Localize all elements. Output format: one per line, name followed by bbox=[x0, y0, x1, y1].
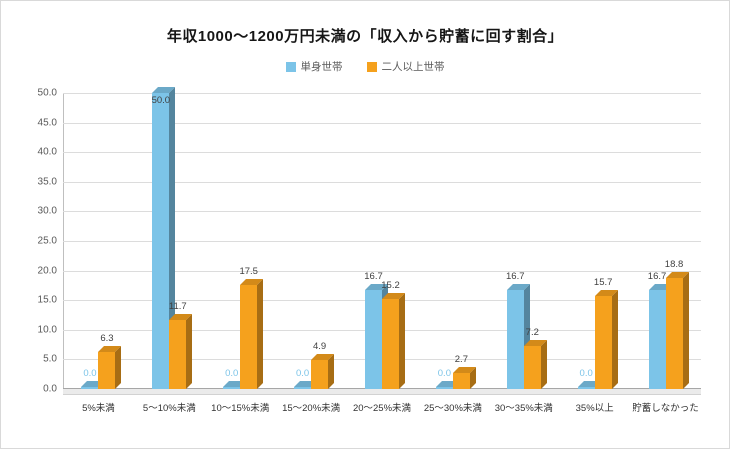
bar-value-label: 18.8 bbox=[664, 258, 684, 270]
bar-value-label: 6.3 bbox=[100, 332, 114, 344]
legend-item: 単身世帯 bbox=[285, 59, 343, 74]
bar-value-label: 7.2 bbox=[525, 327, 539, 339]
bar-value-label: 50.0 bbox=[151, 95, 171, 106]
bar bbox=[452, 367, 476, 389]
bar-side-face bbox=[611, 290, 618, 389]
bar-side-face bbox=[115, 345, 122, 389]
bar bbox=[506, 284, 530, 389]
bar-value-label: 0.0 bbox=[225, 368, 239, 379]
legend-swatch bbox=[285, 61, 296, 72]
y-tick-label: 0.0 bbox=[43, 383, 57, 395]
bar-value-label: 16.7 bbox=[647, 271, 667, 283]
bar-value-label: 0.0 bbox=[437, 368, 451, 379]
bar-value-label: 16.7 bbox=[364, 271, 383, 283]
bar-value-label: 16.7 bbox=[506, 271, 525, 283]
bar bbox=[81, 381, 105, 389]
bar-side-face bbox=[399, 293, 405, 389]
bar bbox=[311, 354, 335, 389]
bar bbox=[152, 87, 176, 389]
x-category-label: 貯蓄しなかった bbox=[632, 403, 699, 414]
legend-swatch bbox=[366, 61, 377, 72]
x-category-label: 25〜30%未満 bbox=[423, 403, 482, 414]
bar-side-face bbox=[540, 340, 547, 389]
bar bbox=[665, 271, 689, 389]
gridline bbox=[63, 270, 701, 272]
bar bbox=[648, 284, 672, 389]
bar-side-face bbox=[257, 279, 264, 389]
y-tick-label: 50.0 bbox=[37, 87, 57, 99]
x-category-label: 30〜35%未満 bbox=[494, 403, 553, 414]
y-tick-label: 30.0 bbox=[37, 205, 57, 217]
gridline bbox=[63, 93, 701, 94]
bar bbox=[594, 290, 618, 389]
bar-value-label: 11.7 bbox=[168, 300, 187, 312]
bar-side-face bbox=[328, 354, 335, 389]
bar bbox=[169, 313, 193, 389]
bar-value-label: 15.7 bbox=[593, 277, 613, 289]
legend-item: 二人以上世帯 bbox=[366, 59, 445, 74]
plot-area: 0.0 6.3 50.0 11.7 0.0 17.5 0.0 4.9 16.7 15.2 0.0 2.… bbox=[63, 87, 701, 395]
y-axis-labels: 0.0 5.0 10.0 15.0 20.0 25.0 30.0 35.0 40.0 45.0 50… bbox=[15, 88, 57, 395]
chart-title: 年収1000〜1200万円未満の「収入から貯蓄に回す割合」 bbox=[166, 28, 564, 45]
bar-value-label: 0.0 bbox=[83, 368, 97, 379]
bar-side-face bbox=[186, 313, 193, 389]
legend-label: 二人以上世帯 bbox=[381, 61, 445, 73]
bar-value-label: 2.7 bbox=[454, 354, 468, 366]
bar bbox=[523, 340, 547, 389]
bar-value-label: 15.2 bbox=[381, 280, 400, 292]
bar-value-label: 0.0 bbox=[296, 368, 310, 379]
x-category-label: 15〜20%未満 bbox=[282, 403, 341, 414]
legend-label: 単身世帯 bbox=[300, 61, 343, 73]
gridline bbox=[63, 152, 701, 154]
legend: 単身世帯 二人以上世帯 bbox=[1, 59, 729, 74]
x-category-label: 10〜15%未満 bbox=[211, 403, 270, 414]
bar bbox=[435, 381, 459, 389]
bar bbox=[382, 293, 405, 389]
bar bbox=[577, 381, 601, 389]
x-category-label: 5%未満 bbox=[82, 403, 115, 414]
y-tick-label: 10.0 bbox=[37, 324, 57, 336]
gridline bbox=[63, 122, 701, 124]
gridline bbox=[63, 181, 701, 183]
bar bbox=[240, 279, 264, 389]
y-tick-label: 40.0 bbox=[37, 146, 57, 158]
bar-value-label: 0.0 bbox=[579, 368, 593, 379]
y-tick-label: 25.0 bbox=[37, 235, 57, 247]
gridline bbox=[63, 211, 701, 213]
y-tick-label: 5.0 bbox=[43, 353, 57, 365]
bar-value-label: 4.9 bbox=[313, 341, 327, 352]
gridline bbox=[63, 241, 701, 242]
x-category-label: 5〜10%未満 bbox=[142, 403, 196, 414]
y-tick-label: 15.0 bbox=[37, 294, 57, 306]
y-tick-label: 45.0 bbox=[37, 117, 57, 129]
bar bbox=[223, 381, 247, 389]
bar bbox=[365, 284, 388, 389]
y-tick-label: 35.0 bbox=[37, 176, 57, 188]
y-tick-label: 20.0 bbox=[37, 265, 57, 277]
bar-value-label: 17.5 bbox=[239, 266, 258, 278]
bar-side-face bbox=[682, 271, 689, 389]
bar bbox=[294, 381, 318, 389]
x-category-label: 20〜25%未満 bbox=[352, 403, 412, 414]
bar bbox=[98, 345, 122, 389]
x-axis-labels: 5%未満 5〜10%未満 10〜15%未満 15〜20%未満 20〜25%未満 25〜30… bbox=[63, 400, 701, 416]
chart-floor bbox=[63, 389, 701, 395]
x-category-label: 35%以上 bbox=[575, 403, 614, 414]
